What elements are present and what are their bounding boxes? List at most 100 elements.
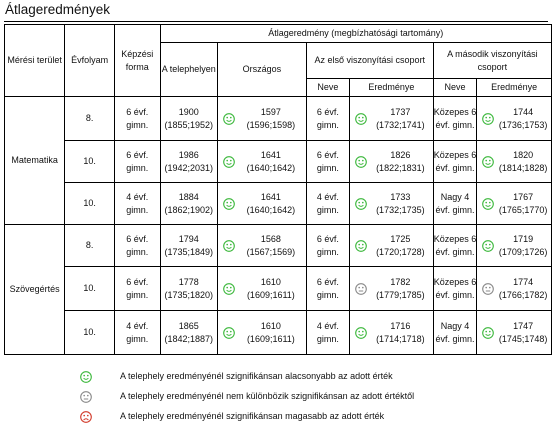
second-group-range: (1814;1828) xyxy=(498,162,548,173)
second-group-range: (1745;1748) xyxy=(498,333,548,344)
green-smiley-icon xyxy=(355,112,367,125)
second-group-value: 1767 xyxy=(513,191,534,202)
national-cell: 1641 (1640;1642) xyxy=(216,140,307,183)
form-cell: 4 évf. gimn. xyxy=(113,182,161,225)
legend-text: A telephely eredményénél nem különbözik … xyxy=(120,391,415,401)
results-table: Mérési terület Évfolyam Képzési forma Át… xyxy=(3,24,552,355)
second-group-name: Nagy 4 évf. gimn. xyxy=(432,310,478,355)
page-title: Átlageredmények xyxy=(5,2,111,17)
national-range: (1596;1598) xyxy=(246,119,296,130)
gray-smiley-icon xyxy=(80,391,92,405)
national-range: (1567;1569) xyxy=(246,246,296,257)
header-second-result: Eredménye xyxy=(476,78,552,97)
second-group-cell: 1719 (1709;1726) xyxy=(476,224,552,267)
site-cell: 1986 (1942;2031) xyxy=(159,140,218,183)
first-group-value: 1725 xyxy=(390,233,411,244)
header-form: Képzési forma xyxy=(113,24,161,97)
grade-cell: 10. xyxy=(64,182,115,225)
site-cell: 1884 (1862;1902) xyxy=(159,182,218,225)
second-group-value: 1774 xyxy=(513,276,534,287)
first-group-cell: 1782 (1779;1785) xyxy=(348,266,434,311)
green-smiley-icon xyxy=(355,197,367,210)
second-group-range: (1765;1770) xyxy=(498,204,548,215)
second-group-name: Nagy 4 évf. gimn. xyxy=(432,182,478,225)
legend-item: A telephely eredményénél nem különbözik … xyxy=(0,389,552,405)
second-group-value: 1744 xyxy=(513,106,534,117)
site-range: (1942;2031) xyxy=(164,162,213,173)
site-range: (1735;1849) xyxy=(164,246,213,257)
green-smiley-icon xyxy=(482,112,495,125)
green-smiley-icon xyxy=(223,282,235,295)
first-group-name: 6 évf. gimn. xyxy=(305,140,350,183)
grade-cell: 10. xyxy=(64,140,115,183)
site-cell: 1794 (1735;1849) xyxy=(159,224,218,267)
first-group-cell: 1826 (1822;1831) xyxy=(348,140,434,183)
second-group-range: (1709;1726) xyxy=(498,246,548,257)
green-smiley-icon xyxy=(223,112,235,125)
second-group-value: 1820 xyxy=(513,149,534,160)
form-cell: 6 évf. gimn. xyxy=(113,266,161,311)
second-group-cell: 1767 (1765;1770) xyxy=(476,182,552,225)
first-group-value: 1733 xyxy=(390,191,411,202)
table-row: 10. 6 évf. gimn. 1778 (1735;1820) 1610 (1609;… xyxy=(5,266,552,311)
site-range: (1855;1952) xyxy=(164,119,213,130)
first-group-value: 1737 xyxy=(390,106,411,117)
national-value: 1641 xyxy=(260,191,281,202)
green-smiley-icon xyxy=(223,197,235,210)
second-group-range: (1766;1782) xyxy=(498,289,548,300)
national-range: (1609;1611) xyxy=(246,289,295,300)
site-value: 1900 xyxy=(178,106,199,117)
gray-smiley-icon xyxy=(482,282,495,295)
site-range: (1862;1902) xyxy=(164,204,213,215)
site-value: 1778 xyxy=(178,276,199,287)
header-site: A telephelyen xyxy=(159,42,218,97)
second-group-name: Közepes 6 évf. gimn. xyxy=(432,96,478,141)
red-smiley-icon xyxy=(80,411,92,425)
legend-text: A telephely eredményénél szignifikánsan … xyxy=(120,371,393,381)
grade-cell: 10. xyxy=(64,310,115,355)
national-range: (1640;1642) xyxy=(246,162,296,173)
first-group-name: 6 évf. gimn. xyxy=(305,266,350,311)
grade-cell: 8. xyxy=(64,224,115,267)
green-smiley-icon xyxy=(355,239,367,252)
header-second-group: A második viszonyítási csoport xyxy=(432,42,552,79)
national-cell: 1610 (1609;1611) xyxy=(216,266,307,311)
site-value: 1884 xyxy=(178,191,199,202)
second-group-value: 1719 xyxy=(513,233,534,244)
area-cell: Matematika xyxy=(3,96,66,225)
green-smiley-icon xyxy=(80,371,92,385)
legend-item: A telephely eredményénél szignifikánsan … xyxy=(0,409,552,425)
green-smiley-icon xyxy=(223,155,235,168)
form-cell: 6 évf. gimn. xyxy=(113,224,161,267)
first-group-range: (1732;1741) xyxy=(376,119,425,130)
first-group-range: (1714;1718) xyxy=(376,333,425,344)
national-value: 1610 xyxy=(260,320,281,331)
second-group-name: Közepes 6 évf. gimn. xyxy=(432,224,478,267)
second-group-cell: 1744 (1736;1753) xyxy=(476,96,552,141)
table-row: 10. 6 évf. gimn. 1986 (1942;2031) 1641 (1640;… xyxy=(5,140,552,183)
second-group-cell: 1774 (1766;1782) xyxy=(476,266,552,311)
area-cell: Szövegértés xyxy=(3,224,66,355)
gray-smiley-icon xyxy=(355,282,367,295)
green-smiley-icon xyxy=(482,197,495,210)
grade-cell: 8. xyxy=(64,96,115,141)
second-group-range: (1736;1753) xyxy=(498,119,548,130)
first-group-name: 4 évf. gimn. xyxy=(305,310,350,355)
header-second-name: Neve xyxy=(432,78,478,97)
first-group-cell: 1716 (1714;1718) xyxy=(348,310,434,355)
site-cell: 1778 (1735;1820) xyxy=(159,266,218,311)
first-group-value: 1782 xyxy=(390,276,411,287)
green-smiley-icon xyxy=(482,326,495,339)
green-smiley-icon xyxy=(482,239,495,252)
national-cell: 1641 (1640;1642) xyxy=(216,182,307,225)
header-group: Átlageredmény (megbízhatósági tartomány) xyxy=(159,24,552,43)
title-rule xyxy=(4,21,548,22)
first-group-name: 6 évf. gimn. xyxy=(305,224,350,267)
national-cell: 1610 (1609;1611) xyxy=(216,310,307,355)
form-cell: 6 évf. gimn. xyxy=(113,96,161,141)
first-group-name: 4 évf. gimn. xyxy=(305,182,350,225)
header-area: Mérési terület xyxy=(3,24,66,97)
national-cell: 1568 (1567;1569) xyxy=(216,224,307,267)
first-group-cell: 1725 (1720;1728) xyxy=(348,224,434,267)
header-national: Országos xyxy=(216,42,307,97)
